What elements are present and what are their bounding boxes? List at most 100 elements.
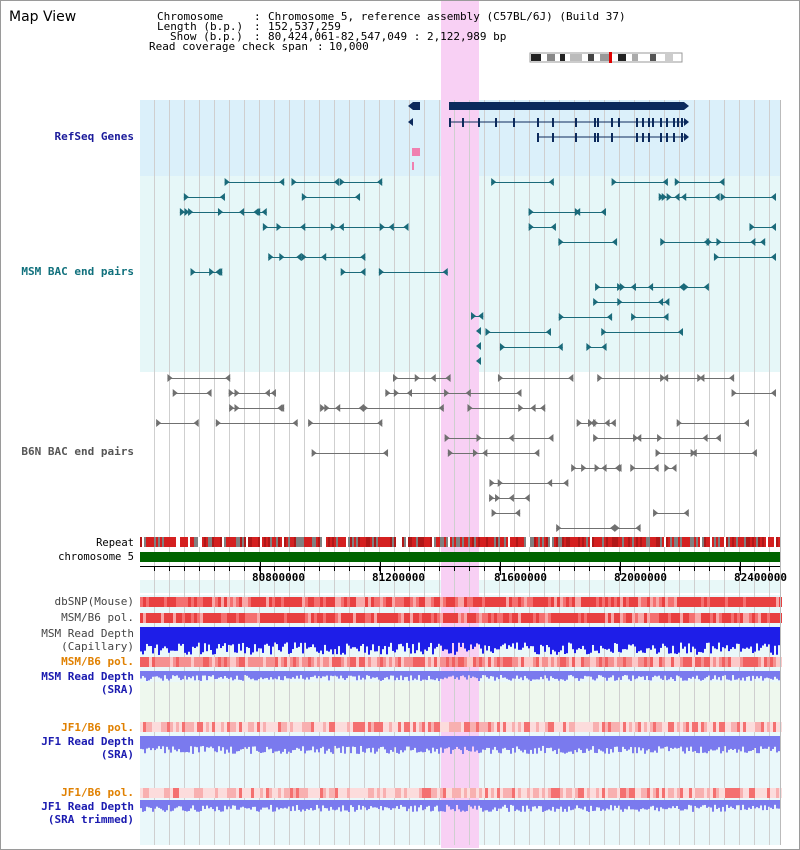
msm-sra-depth-bar (592, 671, 594, 680)
ideogram-band (618, 54, 626, 61)
msm-sra-depth-bar (686, 671, 688, 681)
msm-sra-depth-bar (184, 671, 186, 676)
track-label-repeat[interactable]: Repeat (96, 537, 134, 549)
track-label-dbsnp[interactable]: dbSNP(Mouse) (54, 595, 134, 608)
jf1-trimmed-depth-bar (180, 800, 182, 807)
repeat-block (308, 537, 310, 547)
jf1-trimmed-depth-bar (378, 800, 380, 810)
msm-b6-pol-sra-heat-cell (746, 657, 749, 667)
msm-sra-depth-bar (402, 671, 404, 681)
ideogram-band (665, 54, 673, 61)
jf1-sra-depth-bar (438, 736, 440, 754)
msm-b6-pol-sra-heat-cell (338, 657, 341, 667)
msm-sra-depth-bar (572, 671, 574, 677)
info-show-key: Show (b.p.) (170, 30, 243, 43)
msm-capillary-depth-bar (386, 627, 388, 655)
msm-capillary-depth-bar (534, 627, 536, 653)
msm-b6-pol-sra-heat-cell (659, 657, 662, 667)
gene-exon (478, 118, 480, 127)
repeat-block (310, 537, 312, 547)
repeat-block (540, 537, 542, 547)
jf1-sra-depth-bar (180, 736, 182, 753)
dbsnp-heat-cell (572, 597, 575, 607)
msm-sra-depth-bar (642, 671, 644, 677)
msm-capillary-depth-bar (712, 627, 714, 647)
msm-capillary-depth-bar (658, 627, 660, 653)
jf1-trimmed-depth-bar (498, 800, 500, 809)
track-label-jf1-b6-pol[interactable]: JF1/B6 pol. (61, 721, 134, 734)
msm-sra-depth-bar (324, 671, 326, 677)
jf1-b6-pol-heat-cell (146, 722, 149, 732)
msm-b6-pol-sra-heat-cell (260, 657, 263, 667)
info-colon: : (254, 20, 261, 33)
track-label-msm-b6-pol-sra[interactable]: MSM/B6 pol. (61, 655, 134, 668)
msm-b6-pol-sra-heat-cell (593, 657, 596, 667)
msm-b6-pol-heat-cell (548, 613, 551, 623)
jf1-b6-pol-trim-heat-cell (422, 788, 425, 798)
msm-sra-depth-bar (352, 671, 354, 677)
jf1-trimmed-depth-bar (560, 800, 562, 807)
jf1-trimmed-depth-bar (724, 800, 726, 812)
b6n-bac-pair-end (225, 374, 231, 382)
jf1-sra-depth-bar (586, 736, 588, 749)
repeat-block (322, 537, 324, 547)
jf1-trimmed-depth-bar (386, 800, 388, 808)
dbsnp-heat-cell (248, 597, 251, 607)
jf1-b6-pol-heat-cell (749, 722, 752, 732)
jf1-b6-pol-heat-cell (650, 722, 653, 732)
track-label-jf1-depth-trimmed[interactable]: JF1 Read Depth (41, 800, 134, 813)
jf1-b6-pol-trim-heat-cell (449, 788, 452, 798)
jf1-b6-pol-trim-heat-cell (281, 788, 284, 798)
repeat-block (564, 537, 566, 547)
dbsnp-heat-cell (482, 597, 485, 607)
track-label-jf1-depth-sub: (SRA) (100, 748, 134, 761)
msm-bac-pair-end (360, 268, 366, 276)
msm-capillary-depth-bar (450, 627, 452, 654)
track-label-msm-bac[interactable]: MSM BAC end pairs (21, 265, 134, 278)
msm-sra-depth-bar (618, 671, 620, 678)
track-label-jf1-depth[interactable]: JF1 Read Depth (41, 735, 134, 748)
track-label-jf1-b6-pol-trimmed[interactable]: JF1/B6 pol. (61, 786, 134, 799)
jf1-trimmed-depth-bar (778, 800, 780, 809)
jf1-trimmed-depth-bar (592, 800, 594, 812)
track-label-msm-depth-sra[interactable]: MSM Read Depth (41, 670, 134, 683)
msm-capillary-depth-bar (664, 627, 666, 646)
jf1-b6-pol-trim-heat-cell (632, 788, 635, 798)
b6n-bac-pair-end (571, 464, 577, 472)
jf1-b6-pol-heat-cell (761, 722, 764, 732)
msm-b6-pol-heat-cell (338, 613, 341, 623)
b6n-bac-pair-end (497, 374, 503, 382)
track-label-msm-b6-pol[interactable]: MSM/B6 pol. (61, 611, 134, 624)
jf1-b6-pol-heat-cell (293, 722, 296, 732)
track-label-b6n-bac[interactable]: B6N BAC end pairs (21, 445, 134, 458)
b6n-bac-pair-end (508, 494, 514, 502)
msm-bac-pair-end (219, 193, 225, 201)
msm-b6-pol-sra-heat-cell (347, 657, 350, 667)
jf1-b6-pol-trim-heat-cell (419, 788, 422, 798)
track-label-refseq[interactable]: RefSeq Genes (54, 130, 134, 143)
track-label-msm-depth-capillary[interactable]: MSM Read Depth (41, 627, 134, 640)
jf1-b6-pol-trim-heat-cell (383, 788, 386, 798)
jf1-trimmed-depth-bar (390, 800, 392, 810)
msm-b6-pol-sra-heat-cell (320, 657, 323, 667)
msm-capillary-depth-bar (720, 627, 722, 652)
track-label-chromosome[interactable]: chromosome 5 (58, 551, 134, 563)
jf1-b6-pol-heat-cell (584, 722, 587, 732)
msm-b6-pol-sra-heat-cell (599, 657, 602, 667)
b6n-bac-pair-end (465, 389, 471, 397)
msm-capillary-depth-bar (436, 627, 438, 647)
repeat-block (396, 537, 398, 547)
msm-capillary-depth-bar (382, 627, 384, 650)
msm-bac-pair-end (706, 238, 712, 246)
msm-sra-depth-bar (476, 671, 478, 679)
jf1-trimmed-depth-bar (368, 800, 370, 809)
msm-b6-pol-heat-cell (578, 613, 581, 623)
msm-capillary-depth-bar (650, 627, 652, 650)
msm-capillary-depth-bar (376, 627, 378, 652)
jf1-sra-depth-bar (734, 736, 736, 749)
jf1-b6-pol-heat-cell (218, 722, 221, 732)
jf1-sra-depth-bar (336, 736, 338, 749)
jf1-sra-depth-bar (728, 736, 730, 750)
jf1-b6-pol-heat-cell (740, 722, 743, 732)
